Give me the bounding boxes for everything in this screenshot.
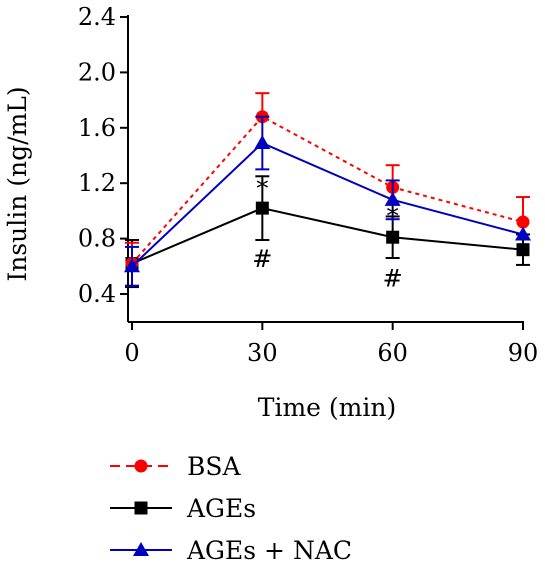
y-tick-label: 1.2 bbox=[78, 169, 116, 197]
y-tick-label: 1.6 bbox=[78, 114, 116, 142]
series bbox=[124, 92, 531, 289]
significance-marker: * bbox=[387, 202, 399, 230]
legend-label: AGEs + NAC bbox=[186, 536, 352, 565]
x-tick-label: 60 bbox=[377, 339, 408, 367]
data-point bbox=[516, 215, 530, 229]
legend-label: AGEs bbox=[186, 494, 256, 523]
axis-ticks: 0.4 0.8 1.2 1.6 2.0 2.4 0 30 60 90 bbox=[78, 3, 538, 367]
data-point bbox=[254, 135, 271, 150]
data-point bbox=[124, 258, 140, 273]
axes bbox=[127, 15, 524, 323]
x-tick-label: 0 bbox=[124, 339, 139, 367]
series-line bbox=[131, 115, 524, 265]
legend-item: BSA bbox=[110, 452, 241, 481]
x-tick-label: 90 bbox=[508, 339, 539, 367]
x-tick-label: 30 bbox=[247, 339, 278, 367]
y-tick-label: 2.4 bbox=[78, 3, 116, 31]
series-line bbox=[131, 141, 524, 268]
legend-item: AGEs bbox=[110, 494, 256, 523]
y-tick-label: 0.4 bbox=[78, 280, 116, 308]
data-point bbox=[515, 226, 531, 241]
significance-marker: * bbox=[256, 174, 268, 202]
y-axis-title: Insulin (ng/mL) bbox=[3, 86, 32, 281]
annotations: * # * # bbox=[252, 174, 402, 292]
significance-marker: # bbox=[383, 264, 403, 292]
significance-marker: # bbox=[252, 245, 272, 273]
data-point bbox=[516, 243, 530, 257]
series-ages bbox=[125, 175, 530, 289]
legend-label: BSA bbox=[187, 452, 241, 481]
y-tick-label: 0.8 bbox=[78, 225, 116, 253]
legend: BSA AGEs AGEs + NAC bbox=[110, 452, 352, 565]
legend-item: AGEs + NAC bbox=[110, 536, 352, 565]
legend-swatch-marker bbox=[134, 501, 148, 515]
data-point bbox=[384, 191, 401, 206]
data-point bbox=[386, 230, 400, 244]
series-bsa bbox=[125, 92, 530, 271]
legend-swatch-marker bbox=[133, 542, 149, 556]
x-axis-title: Time (min) bbox=[258, 393, 396, 422]
data-point bbox=[255, 201, 269, 215]
series-ages-nac bbox=[124, 115, 531, 287]
legend-swatch-marker bbox=[134, 459, 148, 473]
series-line bbox=[131, 207, 524, 265]
y-tick-label: 2.0 bbox=[78, 58, 116, 86]
